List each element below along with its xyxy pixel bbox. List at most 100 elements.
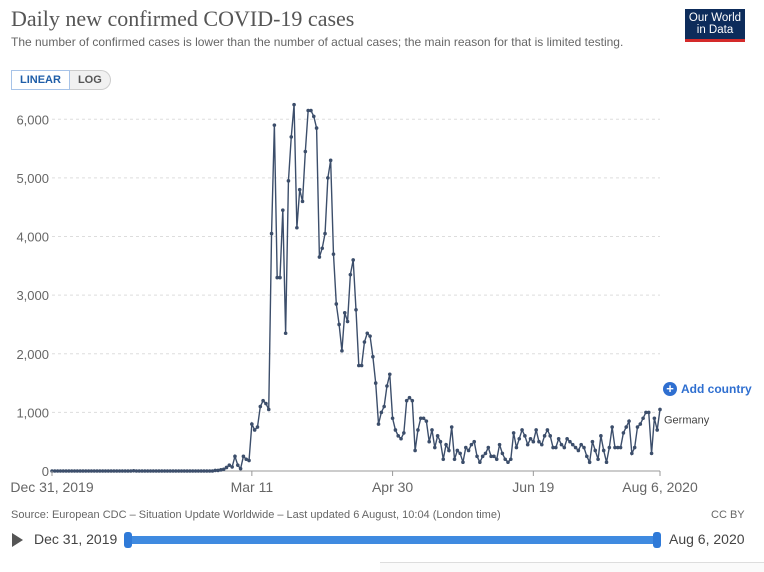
data-point <box>134 469 139 473</box>
data-point <box>376 422 381 426</box>
data-point <box>503 457 507 462</box>
data-point <box>188 469 192 473</box>
data-point <box>213 468 218 473</box>
data-point <box>565 436 569 441</box>
chart-subtitle: The number of confirmed cases is lower t… <box>11 35 624 49</box>
data-point <box>278 275 282 280</box>
data-point <box>385 384 389 388</box>
data-point <box>123 469 127 473</box>
data-point <box>652 416 657 421</box>
data-point <box>227 463 232 467</box>
timeline-end-handle[interactable] <box>653 532 661 548</box>
timeline-slider[interactable] <box>128 536 658 544</box>
license-link[interactable]: CC BY <box>711 509 745 521</box>
data-point <box>393 428 398 432</box>
data-point <box>269 231 274 236</box>
data-point <box>433 445 437 450</box>
y-tick-label: 4,000 <box>16 230 49 245</box>
data-point <box>568 439 572 444</box>
data-point <box>607 445 612 450</box>
data-point <box>224 465 229 470</box>
data-point <box>165 469 170 473</box>
data-point <box>382 404 386 409</box>
data-point <box>624 425 629 429</box>
data-point <box>252 428 257 432</box>
data-point <box>576 448 581 453</box>
data-point <box>421 416 426 421</box>
data-point <box>638 422 643 426</box>
data-point <box>351 258 355 262</box>
data-point <box>618 445 623 450</box>
linear-scale-button[interactable]: LINEAR <box>11 70 70 90</box>
data-point <box>517 436 522 441</box>
data-point <box>289 135 294 139</box>
data-point <box>106 469 111 473</box>
owid-logo[interactable]: Our World in Data <box>685 9 745 42</box>
data-point <box>283 331 288 336</box>
data-point <box>216 468 220 473</box>
data-point <box>126 469 130 473</box>
data-point <box>562 445 567 450</box>
data-point <box>430 428 434 432</box>
data-point <box>255 425 260 429</box>
log-scale-button[interactable]: LOG <box>69 70 111 90</box>
data-point <box>112 469 116 473</box>
data-point <box>410 398 415 403</box>
data-point <box>140 469 144 473</box>
data-point <box>196 469 201 473</box>
data-point <box>632 445 637 450</box>
data-point <box>630 451 634 456</box>
data-point <box>309 108 313 113</box>
data-point <box>599 434 603 438</box>
timeline: Dec 31, 2019 Aug 6, 2020 <box>0 528 764 552</box>
data-point <box>143 469 147 473</box>
data-point <box>621 431 626 435</box>
data-point <box>604 460 609 465</box>
data-point <box>151 469 156 473</box>
data-point <box>72 469 77 473</box>
tab-bar <box>380 562 764 572</box>
add-country-button[interactable]: + Add country <box>663 382 752 396</box>
data-point <box>610 425 614 429</box>
data-point <box>264 401 268 406</box>
data-point <box>174 469 178 473</box>
data-point <box>531 439 536 444</box>
data-point <box>458 451 462 456</box>
line-chart: 0 1,000 2,000 3,000 4,000 5,000 6,000 Dec 31, 2… <box>10 102 710 495</box>
data-point <box>154 469 158 473</box>
data-point <box>649 451 654 456</box>
timeline-start-handle[interactable] <box>124 532 132 548</box>
data-point <box>646 410 651 415</box>
data-point <box>427 439 431 444</box>
data-point <box>244 457 249 462</box>
data-point <box>69 469 74 473</box>
data-point <box>539 442 544 447</box>
data-point <box>537 439 541 444</box>
data-point <box>573 445 578 450</box>
data-point <box>337 322 341 327</box>
data-point <box>613 445 617 450</box>
data-point <box>109 469 113 473</box>
play-icon[interactable] <box>12 533 23 547</box>
data-point <box>129 469 133 473</box>
data-point <box>438 439 443 444</box>
data-point <box>179 469 184 473</box>
data-point <box>75 469 80 473</box>
data-point <box>418 416 423 421</box>
data-point <box>86 469 91 473</box>
data-point <box>463 445 468 450</box>
y-tick-label: 0 <box>42 464 49 479</box>
data-point <box>466 448 471 453</box>
data-point <box>359 363 364 368</box>
data-point <box>601 448 606 453</box>
y-tick-label: 6,000 <box>16 112 49 127</box>
data-point <box>627 419 631 423</box>
data-point <box>64 469 68 473</box>
data-point <box>509 457 513 462</box>
data-point <box>235 463 240 467</box>
data-point <box>297 187 302 192</box>
data-point <box>95 469 99 473</box>
data-point <box>61 469 66 473</box>
data-point <box>171 469 175 473</box>
data-point <box>492 454 496 459</box>
